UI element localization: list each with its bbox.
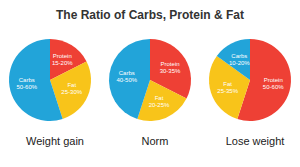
svg-text:The Ratio of Carbs, Protein &: The Ratio of Carbs, Protein & Fat xyxy=(56,8,244,22)
svg-text:Lose weight: Lose weight xyxy=(226,135,285,147)
svg-text:10-20%: 10-20% xyxy=(229,60,250,66)
svg-text:Fat: Fat xyxy=(223,81,232,87)
svg-text:Protein: Protein xyxy=(161,61,180,67)
svg-text:Carbs: Carbs xyxy=(231,53,247,59)
svg-text:25-30%: 25-30% xyxy=(61,89,82,95)
svg-text:Fat: Fat xyxy=(155,95,164,101)
svg-text:50-60%: 50-60% xyxy=(263,84,284,90)
svg-text:Carbs: Carbs xyxy=(19,77,35,83)
svg-text:20-25%: 20-25% xyxy=(149,102,170,108)
svg-text:40-50%: 40-50% xyxy=(116,77,137,83)
svg-text:25-35%: 25-35% xyxy=(217,88,238,94)
svg-text:Carbs: Carbs xyxy=(119,70,135,76)
svg-text:30-35%: 30-35% xyxy=(160,68,181,74)
svg-text:Weight gain: Weight gain xyxy=(26,135,84,147)
svg-text:50-60%: 50-60% xyxy=(16,84,37,90)
svg-text:Protein: Protein xyxy=(53,53,72,59)
svg-text:Fat: Fat xyxy=(67,82,76,88)
svg-text:Norm: Norm xyxy=(142,135,169,147)
svg-text:Protein: Protein xyxy=(264,77,283,83)
svg-text:15-20%: 15-20% xyxy=(52,60,73,66)
